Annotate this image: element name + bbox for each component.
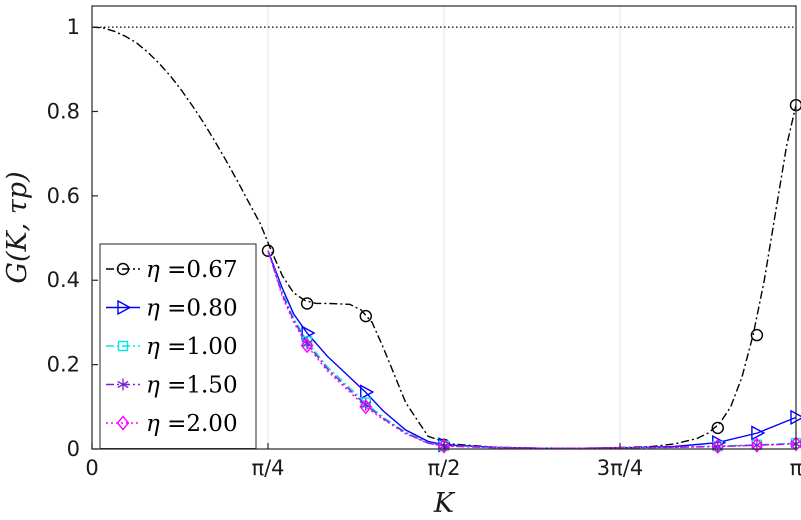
y-tick-label: 1 (67, 15, 80, 39)
series-line (267, 250, 797, 449)
x-tick-label: 0 (85, 456, 98, 480)
legend-label: η =0.67 (146, 257, 238, 283)
legend-marker (117, 299, 132, 316)
x-axis-label: K (433, 488, 456, 519)
data-point-marker (750, 437, 764, 453)
data-point-marker (751, 425, 766, 441)
y-tick-label: 0.6 (47, 184, 80, 208)
series-4 (267, 250, 801, 453)
data-point-marker (750, 328, 764, 342)
legend-marker (116, 262, 130, 276)
data-point-marker (359, 309, 372, 323)
legend-label: η =0.80 (146, 296, 238, 322)
legend-label: η =1.00 (146, 334, 238, 360)
data-point-marker (261, 244, 275, 257)
data-point-marker (437, 438, 451, 454)
data-point-marker (359, 399, 373, 415)
legend-entry: η =0.67 (106, 257, 238, 283)
legend-entry: η =2.00 (106, 411, 238, 437)
data-point-marker (711, 421, 724, 435)
y-tick-label: 0.8 (47, 99, 80, 123)
legend-label: η =1.50 (146, 373, 238, 399)
y-tick-label: 0.2 (47, 353, 80, 377)
series-line (267, 250, 797, 449)
legend-label: η =2.00 (146, 411, 238, 437)
series-3 (267, 250, 801, 452)
legend-marker (116, 415, 130, 431)
series-5 (267, 250, 801, 455)
data-point-marker (360, 384, 375, 400)
series-2 (267, 250, 801, 453)
data-point-marker (790, 409, 801, 426)
data-point-marker (711, 438, 725, 455)
series-line (267, 250, 797, 449)
legend: η =0.67 η =0.80 η =1.00 η =1.50 η =2.00 (99, 243, 257, 449)
legend-entry: η =1.00 (106, 334, 238, 360)
data-point-marker (789, 436, 801, 452)
x-tick-label: π/2 (427, 456, 460, 480)
legend-entry: η =0.80 (106, 296, 238, 322)
x-tick-label: 3π/4 (597, 456, 643, 480)
x-tick-label: π/4 (251, 456, 284, 480)
grid-layer (267, 6, 621, 449)
legend-entry: η =1.50 (106, 373, 238, 399)
legend-marker (117, 378, 129, 391)
data-point-marker (300, 297, 314, 310)
y-tick-label: 0.4 (47, 268, 80, 292)
x-tick-label: π (790, 456, 801, 480)
data-point-marker (300, 338, 314, 354)
y-axis-label: G(K, τp) (2, 171, 33, 283)
y-tick-label: 0 (67, 437, 80, 461)
series-line (91, 26, 797, 449)
tick-layer: 0 π/4 π/2 3π/4 π 0 0.2 0.4 0.6 0.8 1 (47, 15, 801, 480)
legend-marker (117, 340, 129, 352)
series-line (267, 250, 797, 449)
